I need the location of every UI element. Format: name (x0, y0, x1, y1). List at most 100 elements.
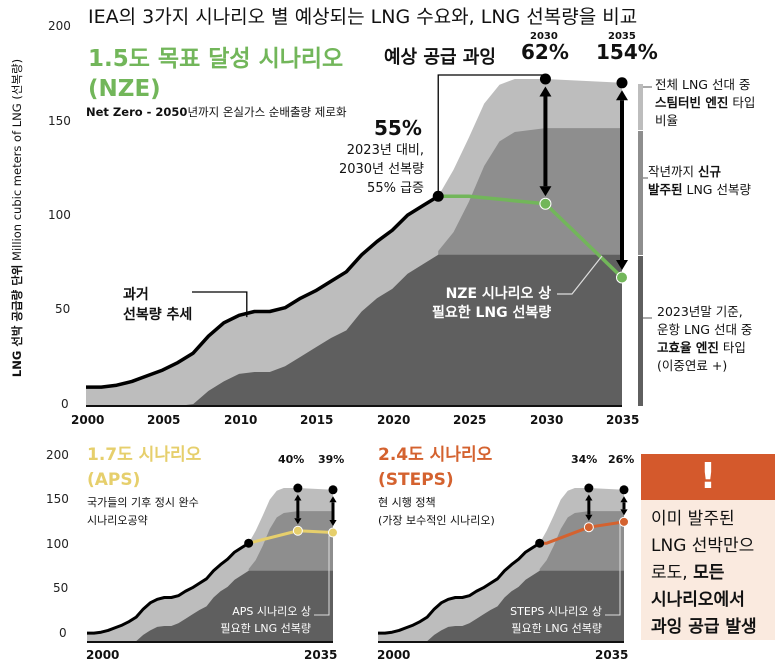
arrow-head-up (616, 90, 628, 101)
y-tick: 100 (48, 208, 71, 222)
aps-title-line: 1.7도 시나리오 (87, 445, 202, 465)
legend-bold: 스팀터빈 엔진 (655, 95, 729, 110)
y-tick: 50 (55, 302, 71, 316)
aps-subtitle-line: 시나리오공약 (87, 514, 148, 527)
aps-subtitle-line: 국가들의 기후 정시 완수 (87, 496, 199, 509)
total-fleet-point (293, 483, 303, 493)
x-tick: 2020 (377, 413, 411, 427)
steps-title-line: 2.4도 시나리오 (378, 445, 493, 465)
history-line (86, 194, 440, 389)
history-line (378, 541, 541, 635)
oversupply-year: 2030 (530, 31, 558, 42)
x-tick: 2030 (530, 413, 564, 427)
aps-title-line: (APS) (87, 470, 141, 490)
scenario-point (328, 527, 338, 538)
arrow-head-up (585, 494, 593, 501)
legend-line: 2023년말 기준, (657, 304, 743, 319)
history-end-point (244, 538, 254, 548)
aps-scenario-label-line: APS 시나리오 상 (232, 605, 311, 618)
arrow-head-up (294, 494, 302, 501)
nze-leader-line (557, 255, 603, 295)
arrow-head-down (616, 259, 628, 270)
legend-line: 비율 (655, 113, 679, 128)
growth-note-line: 2023년 대비, (346, 143, 424, 158)
y-axis-label: LNG 선박 공급량 단위 Million cubic meters of LN… (9, 33, 25, 403)
x-tick: 2000 (71, 413, 105, 427)
total-fleet-point (584, 483, 594, 493)
scenario-point (619, 516, 629, 527)
x-tick: 2010 (224, 413, 258, 427)
scenario-subtitle: Net Zero - 2050년까지 온실가스 순배출량 제로화 (86, 104, 347, 120)
history-line (87, 541, 250, 635)
legend-efficient: 2023년말 기준, 운항 LNG 선대 중 고효율 엔진 타입 (이중연료 +… (657, 303, 752, 375)
aps-subtitle: 국가들의 기후 정시 완수 시나리오공약 (87, 494, 199, 530)
aps-leader-line (314, 535, 330, 616)
steps-subtitle: 현 시행 정책 (가장 보수적인 시나리오) (378, 494, 495, 530)
arrow-head-down (329, 520, 337, 527)
x-tick: 2000 (86, 648, 120, 662)
x-tick: 2005 (147, 413, 181, 427)
y-tick: 50 (53, 581, 69, 595)
steps-scenario-label: STEPS 시나리오 상 필요한 LNG 선복량 (480, 603, 602, 637)
scenario-title: 1.5도 목표 달성 시나리오 (NZE) (88, 44, 343, 104)
efficient-fleet-area (177, 254, 622, 406)
nze-scenario-label-line: NZE 시나리오 상 (445, 286, 552, 302)
nze-scenario-label: NZE 시나리오 상 필요한 LNG 선복량 (432, 285, 551, 323)
steps-leader-line (605, 524, 621, 616)
legend-line: 작년까지 (648, 164, 698, 179)
scenario-point (616, 271, 628, 284)
y-axis-label-rest: Million cubic meters of LNG (선복량) (10, 58, 24, 265)
arrow-head-up (329, 496, 337, 503)
history-label-line: 선복량 추세 (123, 307, 193, 323)
legend-bold: 고효율 엔진 (657, 340, 719, 355)
alert-box: ! 이미 발주된 LNG 선박만으 로도, 모든 시나리오에서 과잉 공급 발생 (641, 454, 775, 640)
history-leader-line (192, 291, 248, 318)
steps-title-line: (STEPS) (378, 470, 454, 490)
aps-title: 1.7도 시나리오 (APS) (87, 443, 201, 493)
arrow-head-down (539, 186, 552, 197)
steps-subtitle-line: 현 시행 정책 (378, 496, 436, 509)
y-tick: 0 (61, 397, 69, 411)
total-fleet-point (619, 485, 629, 495)
legend-line: 타입 (728, 95, 756, 110)
exclamation-icon: ! (641, 454, 775, 500)
steps-title: 2.4도 시나리오 (STEPS) (378, 443, 492, 493)
legend-bar-ordered (638, 131, 643, 255)
steps-pct-2035: 26% (608, 453, 635, 466)
legend-line: 운항 LNG 선대 중 (657, 322, 753, 337)
y-tick: 150 (48, 114, 71, 128)
y-tick: 200 (46, 448, 69, 462)
alert-line: 로도, (651, 563, 694, 583)
x-tick: 2000 (377, 648, 411, 662)
oversupply-year: 2035 (608, 31, 636, 42)
subtitle-bold: Net Zero - 2050 (86, 105, 188, 119)
y-tick: 0 (59, 626, 67, 640)
oversupply-bracket (437, 74, 547, 197)
oversupply-pct: 62% (521, 40, 569, 64)
scenario-point (583, 522, 594, 533)
total-fleet-point (616, 77, 628, 89)
y-axis-label-bold: LNG 선박 공급량 단위 (10, 264, 24, 378)
legend-bold: 신규 (697, 164, 721, 179)
legend-steam-turbine: 전체 LNG 선대 중 스팀터빈 엔진 타입 비율 (655, 76, 755, 130)
scenario-line (438, 194, 624, 279)
alert-bold: 모든 (693, 563, 725, 583)
aps-scenario-label-line: 필요한 LNG 선복량 (220, 622, 311, 635)
aps-scenario-label: APS 시나리오 상 필요한 LNG 선복량 (203, 603, 311, 637)
aps-pct-2035: 39% (318, 453, 345, 466)
x-tick: 2035 (606, 413, 640, 427)
legend-line: LNG 선복량 (682, 182, 751, 197)
x-tick: 2025 (453, 413, 487, 427)
history-end-point (535, 538, 545, 548)
x-tick: 2035 (304, 648, 338, 662)
scenario-point (292, 525, 303, 536)
steps-subtitle-line: (가장 보수적인 시나리오) (378, 514, 495, 527)
arrow-head-down (294, 518, 302, 525)
history-label: 과거 선복량 추세 (123, 285, 192, 325)
arrow-head-up (539, 86, 552, 97)
legend-bold: 발주된 (648, 182, 683, 197)
efficient-fleet-area (129, 570, 333, 642)
growth-note-line: 55% 급증 (367, 181, 424, 196)
aps-pct-2030: 40% (278, 453, 305, 466)
